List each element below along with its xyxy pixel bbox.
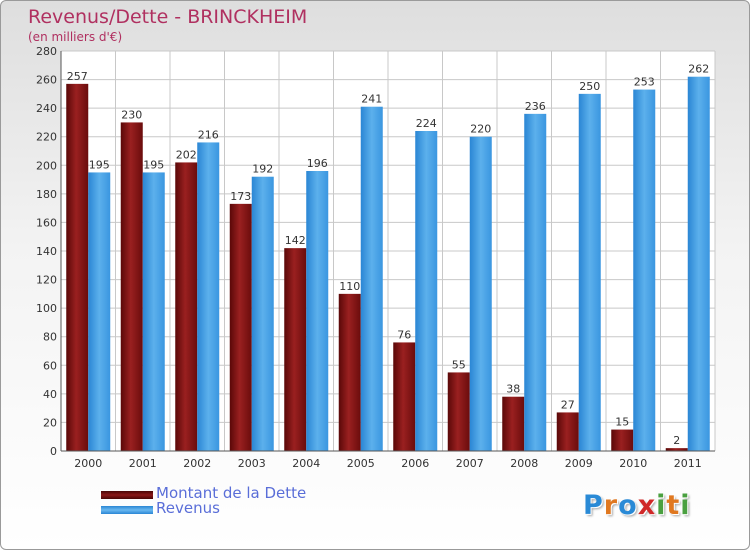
bar-revenus xyxy=(415,131,438,451)
bar-layer xyxy=(66,76,710,452)
legend-swatch-revenus xyxy=(101,506,153,514)
data-label: 224 xyxy=(416,117,437,130)
data-label: 253 xyxy=(634,76,655,89)
bar-dette xyxy=(393,342,416,451)
data-label: 216 xyxy=(198,128,219,141)
logo-letter: i xyxy=(680,490,691,521)
data-label: 230 xyxy=(121,108,142,121)
chart-title: Revenus/Dette - BRINCKHEIM xyxy=(28,6,308,28)
bar-dette xyxy=(556,412,579,451)
y-tick-label: 60 xyxy=(43,359,57,372)
bar-revenus xyxy=(251,176,274,451)
bar-revenus xyxy=(687,76,710,451)
data-label: 76 xyxy=(397,328,411,341)
y-tick-label: 100 xyxy=(36,302,57,315)
x-tick-label: 2004 xyxy=(292,457,320,470)
logo-letter: t xyxy=(666,490,681,521)
y-tick-label: 260 xyxy=(36,74,57,87)
x-tick-label: 2009 xyxy=(565,457,593,470)
data-label: 241 xyxy=(361,93,382,106)
data-label: 195 xyxy=(143,158,164,171)
legend-swatch-debt xyxy=(101,491,153,499)
bar-dette xyxy=(611,429,634,451)
data-label: 173 xyxy=(230,190,251,203)
y-tick-label: 0 xyxy=(50,445,57,458)
data-label: 27 xyxy=(561,398,575,411)
y-tick-label: 140 xyxy=(36,245,57,258)
data-label: 202 xyxy=(176,148,197,161)
x-tick-label: 2011 xyxy=(674,457,702,470)
bar-revenus xyxy=(633,89,656,452)
x-tick-label: 2001 xyxy=(129,457,157,470)
y-tick-label: 80 xyxy=(43,331,57,344)
logo-letter: i xyxy=(656,490,667,521)
x-tick-label: 2008 xyxy=(510,457,538,470)
bar-revenus xyxy=(306,171,329,451)
bar-revenus xyxy=(197,142,220,451)
data-label: 142 xyxy=(285,234,306,247)
y-tick-label: 200 xyxy=(36,159,57,172)
data-label: 110 xyxy=(339,280,360,293)
y-tick-label: 40 xyxy=(43,388,57,401)
bar-dette xyxy=(338,293,361,451)
data-label: 55 xyxy=(452,358,466,371)
bar-dette xyxy=(229,203,252,451)
logo-letter: r xyxy=(603,490,619,521)
bar-dette xyxy=(175,162,198,451)
data-label: 220 xyxy=(470,123,491,136)
bar-revenus xyxy=(578,93,601,451)
data-label: 257 xyxy=(67,70,88,83)
y-tick-label: 160 xyxy=(36,216,57,229)
data-label: 15 xyxy=(615,416,629,429)
grid-layer xyxy=(60,50,716,452)
y-tick-label: 120 xyxy=(36,274,57,287)
y-tick-label: 280 xyxy=(36,45,57,58)
bar-revenus xyxy=(360,106,383,451)
x-tick-label: 2006 xyxy=(401,457,429,470)
bar-dette xyxy=(665,448,688,451)
data-label: 250 xyxy=(579,80,600,93)
axis-layer: 0 20 40 60 80 100 120 140 160 180 200 220 240 260 280 2… xyxy=(36,45,715,470)
x-tick-label: 2007 xyxy=(456,457,484,470)
x-tick-label: 2010 xyxy=(619,457,647,470)
bar-revenus xyxy=(524,113,547,451)
bar-dette xyxy=(447,372,470,451)
y-tick-label: 220 xyxy=(36,131,57,144)
x-tick-label: 2000 xyxy=(74,457,102,470)
bar-dette xyxy=(66,83,89,451)
label-layer: 2571952301952022161731921421961102417622… xyxy=(67,63,710,447)
bar-revenus xyxy=(142,172,165,451)
legend-label-debt: Montant de la Dette xyxy=(156,484,307,502)
y-tick-label: 240 xyxy=(36,102,57,115)
x-tick-label: 2002 xyxy=(183,457,211,470)
data-label: 236 xyxy=(525,100,546,113)
data-label: 262 xyxy=(688,63,709,76)
proxiti-logo: Proxiti xyxy=(583,490,691,521)
data-label: 192 xyxy=(252,163,273,176)
logo-letter: o xyxy=(618,490,638,521)
data-label: 196 xyxy=(307,157,328,170)
data-label: 2 xyxy=(673,434,680,447)
data-label: 195 xyxy=(89,158,110,171)
legend-label-revenus: Revenus xyxy=(156,499,220,517)
bar-revenus xyxy=(469,136,492,451)
y-tick-label: 20 xyxy=(43,416,57,429)
x-tick-label: 2003 xyxy=(238,457,266,470)
bar-dette xyxy=(120,122,143,451)
logo-letter: P xyxy=(583,490,604,521)
chart-subtitle: (en milliers d'€) xyxy=(28,30,123,44)
x-tick-label: 2005 xyxy=(347,457,375,470)
bar-dette xyxy=(502,396,525,451)
y-tick-label: 180 xyxy=(36,188,57,201)
bar-revenus xyxy=(88,172,111,451)
data-label: 38 xyxy=(506,383,520,396)
bar-dette xyxy=(284,248,307,451)
logo-letter: x xyxy=(637,490,657,521)
